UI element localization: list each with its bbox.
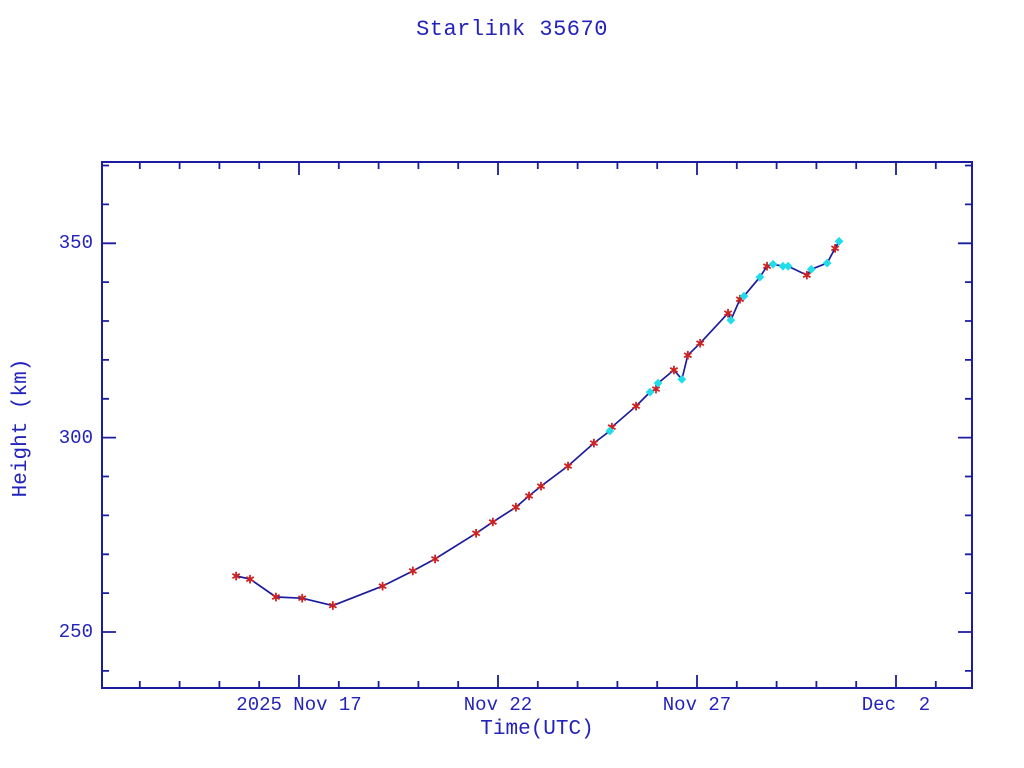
predicted-diamond-marker	[726, 315, 736, 325]
axis-ticks	[102, 162, 972, 688]
predicted-diamond-marker	[778, 261, 788, 271]
predicted-diamond-marker	[653, 378, 663, 388]
x-tick-label: Nov 22	[463, 694, 533, 716]
predicted-diamond-marker	[822, 258, 832, 268]
x-tick-label: Dec 2	[861, 694, 931, 716]
x-axis-title: Time(UTC)	[480, 718, 594, 741]
predicted-diamond-marker	[783, 261, 793, 271]
y-tick-label: 300	[58, 426, 93, 449]
predicted-diamond-marker	[739, 291, 749, 301]
height-line	[235, 240, 840, 607]
predicted-diamond-marker	[677, 374, 687, 384]
observed-asterisk-markers	[231, 244, 840, 610]
predicted-diamond-marker	[834, 236, 844, 246]
predicted-diamond-marker	[605, 426, 615, 436]
predicted-diamond-marker	[755, 272, 765, 282]
y-tick-label: 250	[58, 621, 93, 644]
x-tick-label: 2025 Nov 17	[236, 694, 362, 716]
y-tick-label: 350	[58, 232, 93, 255]
predicted-diamond-marker	[806, 264, 816, 274]
y-axis-title: Height (km)	[10, 358, 33, 498]
x-tick-label: Nov 27	[662, 694, 732, 716]
predicted-diamond-marker	[645, 387, 655, 397]
predicted-diamond-marker	[768, 259, 778, 269]
chart-title: Starlink 35670	[416, 17, 608, 42]
